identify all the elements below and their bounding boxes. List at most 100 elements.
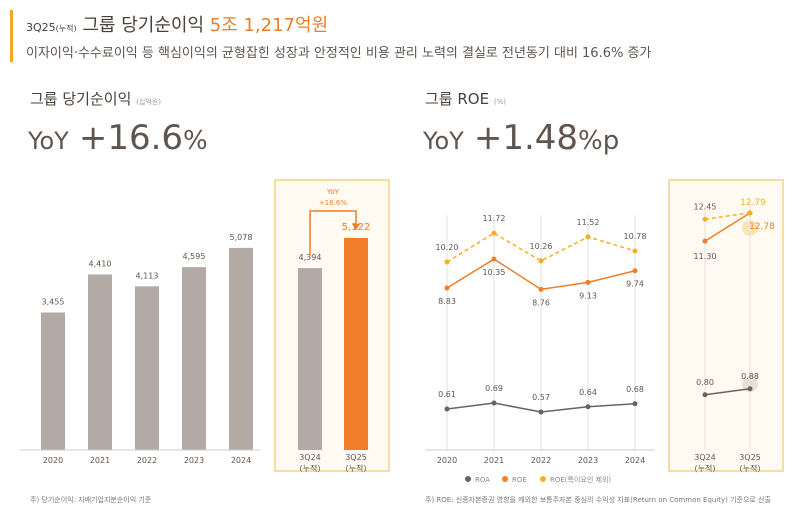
x-tick-label: 2022 bbox=[137, 456, 157, 465]
point-label: 12.79 bbox=[740, 198, 766, 208]
bar-value-label: 4,410 bbox=[89, 259, 112, 268]
point-label: 0.64 bbox=[579, 388, 597, 397]
point-label: 12.45 bbox=[694, 202, 717, 211]
x-tick-label: 2023 bbox=[184, 456, 204, 465]
x-tick-label: 2024 bbox=[231, 456, 251, 465]
period-note: (누적) bbox=[55, 24, 77, 33]
bar bbox=[135, 286, 159, 450]
bar bbox=[298, 268, 322, 450]
right-title: 그룹 ROE bbox=[425, 90, 490, 108]
data-point bbox=[491, 400, 497, 406]
data-point bbox=[632, 268, 638, 274]
x-tick-label: 2020 bbox=[43, 456, 63, 465]
x-tick-label: 3Q25 bbox=[739, 453, 761, 462]
data-point bbox=[538, 409, 544, 415]
right-yoy: YoY +1.48%p bbox=[423, 118, 619, 158]
yoy-annotation: +16.6% bbox=[319, 199, 347, 207]
left-footnote: 주) 당기순이익: 지배기업지분순이익 기준 bbox=[30, 496, 152, 504]
bar bbox=[41, 312, 65, 450]
legend-label: ROE(특이요인 제외) bbox=[550, 475, 611, 484]
point-label: 12.78 bbox=[749, 222, 775, 232]
right-footnote: 주) ROE: 신종자본증권 영향을 제외한 보통주자본 중심의 수익성 지표(… bbox=[425, 496, 771, 504]
bar-value-label: 4,394 bbox=[299, 253, 322, 262]
data-point bbox=[632, 248, 638, 254]
bar bbox=[229, 247, 253, 450]
accent-bar bbox=[10, 10, 13, 62]
left-section-title: 그룹 당기순이익 (십억원) bbox=[30, 88, 161, 109]
headline-value: 5조 1,217억원 bbox=[209, 15, 329, 36]
series-line-ROE(특이요인 제외) bbox=[704, 212, 751, 220]
point-label: 0.57 bbox=[532, 393, 550, 402]
point-label: 0.61 bbox=[438, 390, 456, 399]
data-point bbox=[747, 210, 753, 216]
data-point bbox=[632, 401, 638, 407]
yoy-arrow bbox=[309, 210, 357, 255]
left-unit: (십억원) bbox=[136, 98, 161, 106]
point-label: 9.13 bbox=[579, 291, 597, 300]
yoy-label: YoY bbox=[423, 127, 464, 155]
point-label: 10.78 bbox=[624, 232, 647, 241]
data-point bbox=[585, 279, 591, 285]
period: 3Q25 bbox=[26, 21, 56, 34]
data-point bbox=[702, 238, 708, 244]
x-tick-label: 2021 bbox=[90, 456, 110, 465]
legend-label: ROA bbox=[475, 476, 490, 484]
data-point bbox=[491, 256, 497, 262]
data-point bbox=[702, 392, 708, 398]
x-tick-label: 3Q24 bbox=[694, 453, 716, 462]
x-tick-label: (누적) bbox=[346, 463, 367, 473]
series-line-ROE bbox=[704, 212, 751, 242]
data-point bbox=[747, 386, 753, 392]
data-point bbox=[444, 406, 450, 412]
x-tick-label: (누적) bbox=[695, 463, 716, 473]
series-line-ROE(특이요인 제외) bbox=[446, 232, 636, 263]
point-label: 11.30 bbox=[694, 252, 717, 261]
left-title: 그룹 당기순이익 bbox=[30, 90, 132, 108]
x-tick-label: (누적) bbox=[300, 463, 321, 473]
yoy-unit: %p bbox=[578, 126, 620, 156]
point-label: 0.88 bbox=[741, 372, 759, 381]
bar-value-label: 4,595 bbox=[183, 252, 206, 261]
bar-value-label: 3,455 bbox=[42, 297, 65, 306]
right-unit: (%) bbox=[493, 98, 506, 106]
arrow-head bbox=[352, 224, 360, 230]
yoy-value: +1.48 bbox=[473, 118, 579, 158]
data-point bbox=[702, 216, 708, 222]
legend-marker bbox=[465, 476, 471, 482]
point-label: 10.26 bbox=[530, 242, 553, 251]
point-label: 10.35 bbox=[483, 268, 506, 277]
subtitle: 이자이익·수수료이익 등 핵심이익의 균형잡힌 성장과 안정적인 비용 관리 노… bbox=[26, 46, 652, 61]
bar-value-label: 4,113 bbox=[136, 271, 159, 280]
data-point bbox=[585, 404, 591, 410]
point-label: 0.69 bbox=[485, 384, 503, 393]
x-tick-label: 2022 bbox=[531, 456, 551, 465]
point-label: 8.76 bbox=[532, 298, 550, 307]
data-point bbox=[444, 259, 450, 265]
data-point bbox=[538, 258, 544, 264]
legend-label: ROE bbox=[512, 476, 527, 484]
headline-title: 그룹 당기순이익 bbox=[82, 15, 205, 36]
point-label: 9.74 bbox=[626, 280, 644, 289]
headline: 3Q25(누적) 그룹 당기순이익 5조 1,217억원 bbox=[26, 11, 328, 37]
x-tick-label: 2020 bbox=[437, 456, 457, 465]
right-section-title: 그룹 ROE (%) bbox=[425, 88, 506, 109]
yoy-value: +16.6 bbox=[78, 118, 184, 158]
x-tick-label: 2021 bbox=[484, 456, 504, 465]
x-tick-label: (누적) bbox=[740, 463, 761, 473]
point-label: 8.83 bbox=[438, 297, 456, 306]
point-label: 11.52 bbox=[577, 218, 600, 227]
x-tick-label: 3Q24 bbox=[299, 453, 321, 462]
legend-marker bbox=[540, 476, 546, 482]
yoy-annotation: YoY bbox=[326, 188, 340, 196]
point-label: 0.80 bbox=[696, 378, 714, 387]
bar bbox=[344, 237, 368, 450]
bar bbox=[88, 274, 112, 450]
highlight-box-left bbox=[274, 179, 390, 472]
x-tick-label: 2023 bbox=[578, 456, 598, 465]
x-tick-label: 3Q25 bbox=[345, 453, 367, 462]
bar bbox=[182, 267, 206, 450]
series-line-ROA bbox=[704, 388, 751, 396]
data-point bbox=[491, 230, 497, 236]
legend-marker bbox=[502, 476, 508, 482]
